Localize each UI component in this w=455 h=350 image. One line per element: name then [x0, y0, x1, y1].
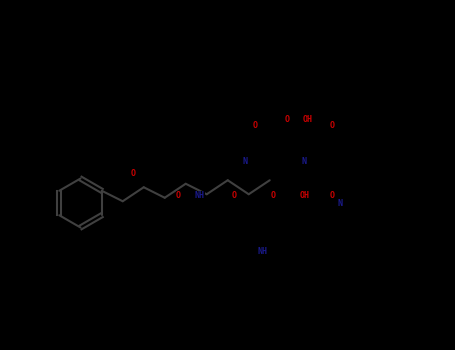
Text: N: N [243, 156, 248, 166]
Text: N: N [337, 198, 342, 208]
Text: O: O [131, 169, 136, 178]
Text: NH: NH [258, 247, 268, 257]
Text: O: O [253, 121, 258, 131]
Text: O: O [176, 191, 181, 201]
Text: O: O [330, 121, 335, 131]
Text: NH: NH [194, 191, 204, 201]
Text: OH: OH [303, 114, 313, 124]
Text: O: O [271, 191, 275, 201]
Text: N: N [302, 156, 307, 166]
Text: OH: OH [299, 191, 309, 201]
Text: O: O [284, 114, 289, 124]
Text: O: O [232, 191, 237, 201]
Text: O: O [330, 191, 335, 201]
